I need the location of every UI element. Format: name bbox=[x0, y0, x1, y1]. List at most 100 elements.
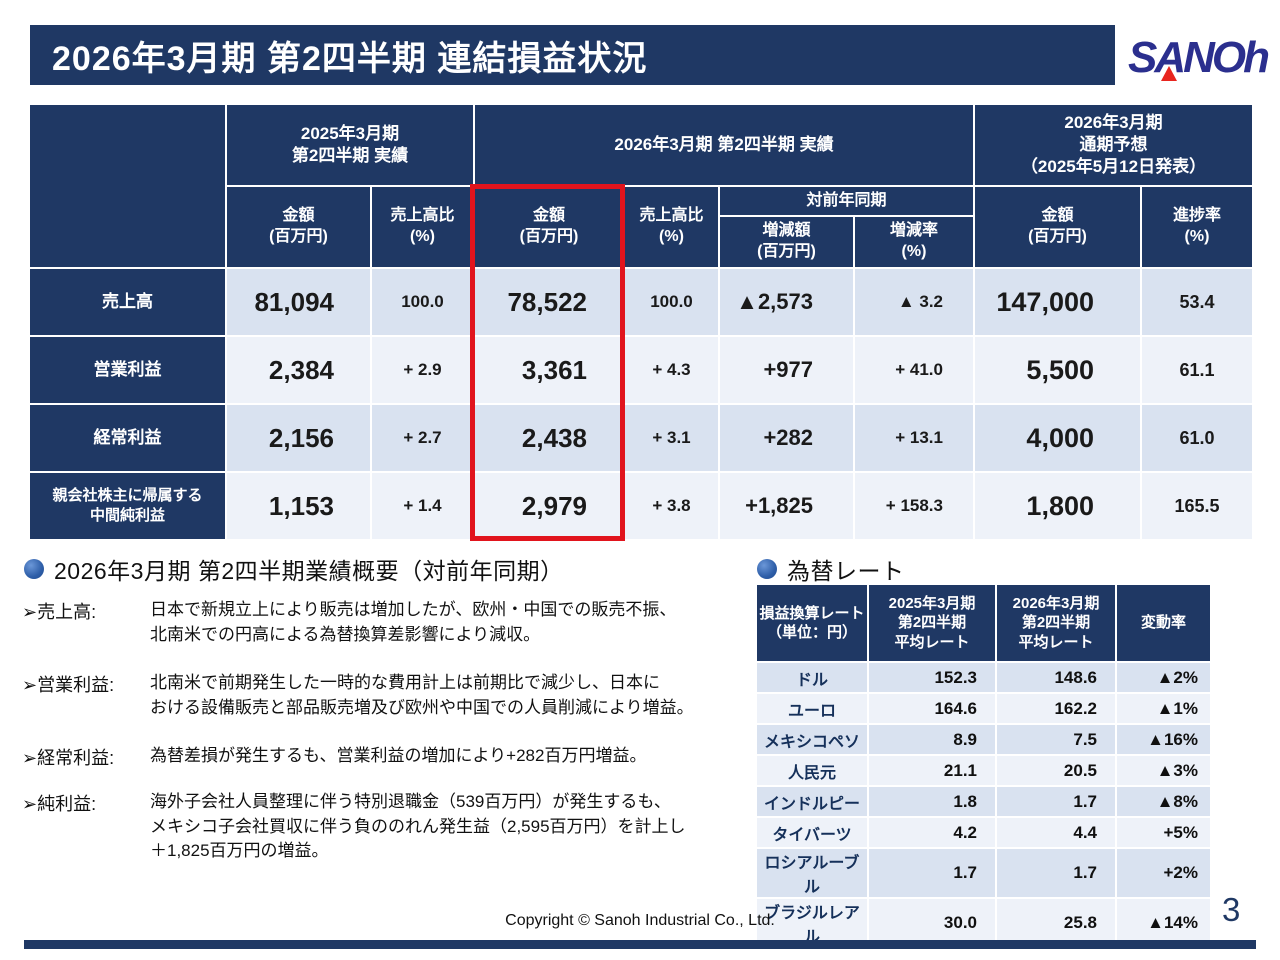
page-number: 3 bbox=[1222, 891, 1241, 928]
overview-item-text: 海外子会社人員整理に伴う特別退職金（539百万円）が発生するも、 メキシコ子会社… bbox=[150, 792, 686, 861]
fx-rate-2025: 1.7 bbox=[867, 847, 997, 899]
fx-change: ▲3% bbox=[1115, 754, 1212, 787]
table-row-ordinary-income: 経常利益 2,156 + 2.7 2,438 + 3.1 +282 + 13.1… bbox=[28, 403, 1254, 473]
cell: 61.0 bbox=[1140, 403, 1254, 473]
corner-cell bbox=[28, 103, 227, 269]
fx-row-mxn: メキシコペソ 8.9 7.5 ▲16% bbox=[755, 723, 1212, 756]
cell: +977 bbox=[718, 335, 855, 405]
title-bar: 2026年3月期 第2四半期 連結損益状況 bbox=[30, 25, 1115, 85]
cell: 100.0 bbox=[623, 267, 720, 337]
fx-currency: タイバーツ bbox=[755, 816, 869, 849]
overview-heading: 2026年3月期 第2四半期業績概要（対前年同期） bbox=[24, 552, 564, 586]
fx-col-header-change: 変動率 bbox=[1115, 583, 1212, 663]
overview-item-sales: ➢売上高: 日本で新規立上により販売は増加したが、欧州・中国での販売不振、 北南… bbox=[22, 598, 742, 647]
cell: + 2.9 bbox=[370, 335, 475, 405]
fx-col-header-2025: 2025年3月期 第2四半期 平均レート bbox=[867, 583, 997, 663]
group-header-2026: 2026年3月期 第2四半期 実績 bbox=[473, 103, 975, 187]
cell: + 4.3 bbox=[623, 335, 720, 405]
group-header-forecast: 2026年3月期 通期予想 （2025年5月12日発表） bbox=[973, 103, 1254, 187]
cell: + 41.0 bbox=[853, 335, 975, 405]
fx-rate-2026: 148.6 bbox=[995, 661, 1117, 694]
fx-rate-2026: 4.4 bbox=[995, 816, 1117, 849]
cell: + 1.4 bbox=[370, 471, 475, 541]
cell: 78,522 bbox=[473, 267, 625, 337]
cell: + 3.1 bbox=[623, 403, 720, 473]
col-header-amount-2026: 金額 (百万円) bbox=[473, 185, 625, 269]
fx-change: +5% bbox=[1115, 816, 1212, 849]
col-header-amount-2025: 金額 (百万円) bbox=[225, 185, 372, 269]
cell: + 158.3 bbox=[853, 471, 975, 541]
fx-currency: 人民元 bbox=[755, 754, 869, 787]
fx-currency: メキシコペソ bbox=[755, 723, 869, 756]
cell: 147,000 bbox=[973, 267, 1142, 337]
cell: 4,000 bbox=[973, 403, 1142, 473]
fx-rate-2025: 164.6 bbox=[867, 692, 997, 725]
fx-rate-2025: 4.2 bbox=[867, 816, 997, 849]
cell: 1,153 bbox=[225, 471, 372, 541]
bullet-circle-icon bbox=[757, 559, 777, 579]
overview-item-text: 日本で新規立上により販売は増加したが、欧州・中国での販売不振、 北南米での円高に… bbox=[150, 600, 677, 644]
overview-item-text: 北南米で前期発生した一時的な費用計上は前期比で減少し、日本に おける設備販売と部… bbox=[150, 673, 694, 717]
bottom-accent-bar bbox=[24, 940, 1256, 949]
overview-item-net-income: ➢純利益: 海外子会社人員整理に伴う特別退職金（539百万円）が発生するも、 メ… bbox=[22, 790, 742, 864]
fx-rate-2026: 7.5 bbox=[995, 723, 1117, 756]
col-header-diff-rate: 増減率 (%) bbox=[853, 215, 975, 269]
cell: +1,825 bbox=[718, 471, 855, 541]
group-header-2025: 2025年3月期 第2四半期 実績 bbox=[225, 103, 475, 187]
table-row-net-income: 親会社株主に帰属する 中間純利益 1,153 + 1.4 2,979 + 3.8… bbox=[28, 471, 1254, 541]
logo-text: SANOh bbox=[1128, 33, 1270, 82]
page-title: 2026年3月期 第2四半期 連結損益状況 bbox=[52, 39, 648, 78]
bullet-circle-icon bbox=[24, 559, 44, 579]
fx-rate-2025: 1.8 bbox=[867, 785, 997, 818]
copyright-text: Copyright © Sanoh Industrial Co., Ltd. bbox=[505, 912, 775, 929]
fx-change: +2% bbox=[1115, 847, 1212, 899]
fx-rate-2026: 20.5 bbox=[995, 754, 1117, 787]
fx-currency: ロシアルーブル bbox=[755, 847, 869, 899]
cell: ▲2,573 bbox=[718, 267, 855, 337]
overview-item-label: ➢売上高: bbox=[22, 602, 97, 622]
cell: 81,094 bbox=[225, 267, 372, 337]
cell: 1,800 bbox=[973, 471, 1142, 541]
fx-rate-2025: 8.9 bbox=[867, 723, 997, 756]
fx-table: 損益換算レート （単位：円） 2025年3月期 第2四半期 平均レート 2026… bbox=[755, 583, 1212, 949]
col-header-diff-amount: 増減額 (百万円) bbox=[718, 215, 855, 269]
fx-row-thb: タイバーツ 4.2 4.4 +5% bbox=[755, 816, 1212, 849]
cell: +282 bbox=[718, 403, 855, 473]
cell: + 2.7 bbox=[370, 403, 475, 473]
fx-col-header-name: 損益換算レート （単位：円） bbox=[755, 583, 869, 663]
row-label: 営業利益 bbox=[28, 335, 227, 405]
fx-currency: ドル bbox=[755, 661, 869, 694]
row-label: 売上高 bbox=[28, 267, 227, 337]
table-row-operating-income: 営業利益 2,384 + 2.9 3,361 + 4.3 +977 + 41.0… bbox=[28, 335, 1254, 405]
fx-heading-text: 為替レート bbox=[787, 558, 905, 584]
overview-item-operating-income: ➢営業利益: 北南米で前期発生した一時的な費用計上は前期比で減少し、日本に おけ… bbox=[22, 671, 742, 720]
company-logo: SANOh bbox=[1128, 30, 1270, 85]
fx-row-rub: ロシアルーブル 1.7 1.7 +2% bbox=[755, 847, 1212, 899]
overview-item-ordinary-income: ➢経常利益: 為替差損が発生するも、営業利益の増加により+282百万円増益。 bbox=[22, 744, 742, 770]
table-row-sales: 売上高 81,094 100.0 78,522 100.0 ▲2,573 ▲ 3… bbox=[28, 267, 1254, 337]
cell: 2,384 bbox=[225, 335, 372, 405]
row-label: 親会社株主に帰属する 中間純利益 bbox=[28, 471, 227, 541]
fx-row-inr: インドルピー 1.8 1.7 ▲8% bbox=[755, 785, 1212, 818]
cell: 2,979 bbox=[473, 471, 625, 541]
overview-heading-text: 2026年3月期 第2四半期業績概要（対前年同期） bbox=[54, 558, 564, 584]
fx-rate-2026: 1.7 bbox=[995, 847, 1117, 899]
row-label: 経常利益 bbox=[28, 403, 227, 473]
fx-change: ▲16% bbox=[1115, 723, 1212, 756]
col-header-progress: 進捗率 (%) bbox=[1140, 185, 1254, 269]
fx-rate-2025: 21.1 bbox=[867, 754, 997, 787]
cell: 61.1 bbox=[1140, 335, 1254, 405]
cell: ▲ 3.2 bbox=[853, 267, 975, 337]
cell: 2,438 bbox=[473, 403, 625, 473]
overview-item-label: ➢営業利益: bbox=[22, 675, 115, 695]
cell: 2,156 bbox=[225, 403, 372, 473]
fx-currency: インドルピー bbox=[755, 785, 869, 818]
pl-table: 2025年3月期 第2四半期 実績 2026年3月期 第2四半期 実績 2026… bbox=[28, 103, 1254, 541]
cell: + 13.1 bbox=[853, 403, 975, 473]
fx-change: ▲1% bbox=[1115, 692, 1212, 725]
fx-change: ▲8% bbox=[1115, 785, 1212, 818]
cell: 5,500 bbox=[973, 335, 1142, 405]
cell: 53.4 bbox=[1140, 267, 1254, 337]
fx-col-header-2026: 2026年3月期 第2四半期 平均レート bbox=[995, 583, 1117, 663]
fx-rate-2025: 152.3 bbox=[867, 661, 997, 694]
